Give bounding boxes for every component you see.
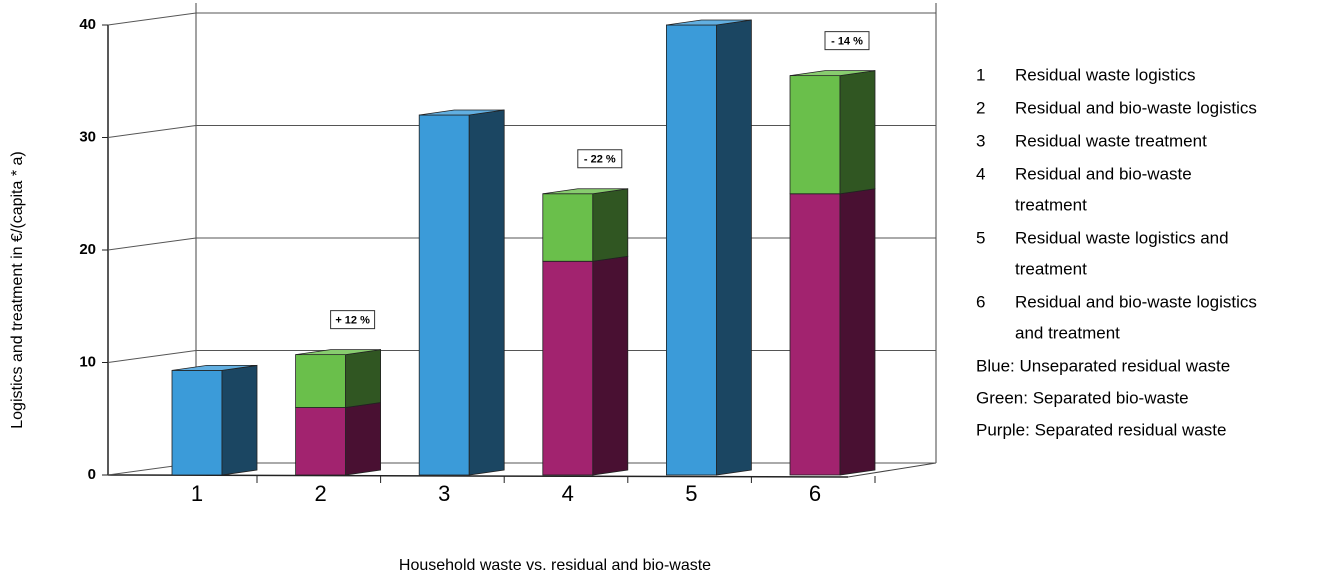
floor-front-edge [107, 474, 849, 478]
bar-top [171, 364, 258, 371]
annotation: - 14 % [831, 36, 863, 48]
y-axis-label: Logistics and treatment in €/(capita * a… [9, 151, 26, 428]
annotation: + 12 % [335, 315, 370, 327]
annotation-box [577, 149, 623, 169]
y-tick-label: 30 [79, 128, 96, 145]
bar-side [221, 364, 258, 476]
bar-side [592, 188, 629, 262]
bar-front [418, 114, 470, 476]
legend-text: Residual and bio-waste logistics [1015, 98, 1257, 117]
legend-text: Residual and bio-waste logistics [1015, 292, 1257, 311]
bar-front [789, 75, 841, 195]
bar-front [789, 193, 841, 476]
legend-number: 3 [976, 131, 985, 150]
grid-line [107, 12, 936, 26]
bar-front [542, 193, 594, 262]
bar-side [839, 70, 876, 195]
x-tick-label: 4 [562, 481, 574, 506]
x-axis-label: Household waste vs. residual and bio-was… [399, 557, 711, 574]
bar-front [542, 260, 594, 476]
legend-text: Residual waste logistics and [1015, 228, 1229, 247]
legend-entry: Purple: Separated residual waste [976, 420, 1226, 439]
bar-segment [171, 364, 258, 476]
bar-front [171, 369, 223, 476]
bar-segment [789, 70, 876, 195]
bar-top [789, 70, 876, 77]
bar-segment [418, 109, 505, 476]
y-tick-label: 10 [79, 353, 96, 370]
bar-side [345, 402, 382, 476]
bar-segment [295, 349, 382, 408]
y-tick-label: 20 [79, 241, 96, 258]
bar-front [295, 407, 347, 476]
x-tick-label: 1 [191, 481, 203, 506]
y-tick-label: 0 [88, 466, 96, 483]
bar-side [468, 109, 505, 476]
legend-entry: Blue: Unseparated residual waste [976, 356, 1230, 375]
annotation-box [330, 310, 376, 330]
legend-text: Residual and bio-waste [1015, 164, 1192, 183]
legend-number: 5 [976, 228, 985, 247]
legend-number: 2 [976, 98, 985, 117]
bar-side [839, 188, 876, 476]
legend-entry: Green: Separated bio-waste [976, 388, 1189, 407]
y-tick-label: 40 [79, 16, 96, 33]
legend-text: and treatment [1015, 323, 1120, 342]
bar-front [666, 24, 717, 476]
x-tick-label: 2 [314, 481, 326, 506]
bar-top [542, 188, 628, 195]
legend-text: treatment [1015, 259, 1087, 278]
bar-segment [542, 188, 629, 262]
bar-top [419, 109, 505, 116]
bar-side [345, 349, 382, 408]
annotation-box [824, 31, 870, 51]
bar-segment [666, 19, 752, 476]
bar-segment [789, 188, 876, 476]
bar-side [716, 19, 752, 476]
legend-text: treatment [1015, 195, 1087, 214]
bar-front [295, 354, 347, 408]
bar-segment [295, 402, 382, 476]
legend-number: 4 [976, 164, 985, 183]
x-tick-label: 3 [438, 481, 450, 506]
x-tick-label: 5 [685, 481, 697, 506]
legend-number: 1 [976, 65, 985, 84]
bar-segment [542, 255, 629, 476]
bar-side [592, 255, 629, 476]
legend-text: Residual waste logistics [1015, 65, 1195, 84]
x-tick-label: 6 [809, 481, 821, 506]
annotation: - 22 % [584, 154, 616, 166]
floor-right-edge [847, 462, 937, 478]
bar-top [295, 349, 381, 356]
legend-number: 6 [976, 292, 985, 311]
bar-top [666, 19, 752, 26]
legend-text: Residual waste treatment [1015, 131, 1207, 150]
